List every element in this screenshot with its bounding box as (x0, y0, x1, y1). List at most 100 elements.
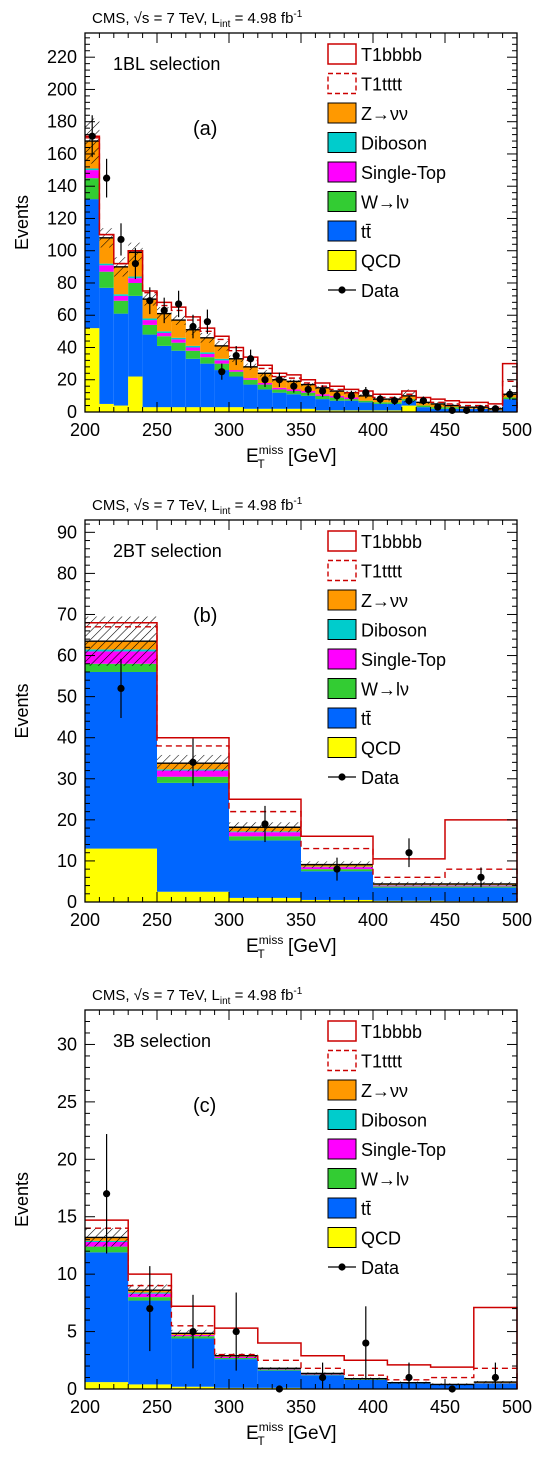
legend-swatch-T1bbbb (327, 530, 357, 552)
stack-bar-ttbar (257, 1370, 301, 1388)
stack-bar-ttbar (445, 887, 517, 902)
stack-bar-ttbar (142, 334, 157, 408)
data-point (391, 397, 399, 405)
uncertainty-band (200, 332, 215, 343)
stack-bar-QCD (301, 899, 373, 902)
legend-label-Data: Data (361, 768, 400, 788)
stack-bar-Wlv (257, 1369, 301, 1371)
legend-swatch-Zvv (327, 102, 357, 124)
stack-bar-QCD (113, 405, 129, 412)
signal-T1bbbb-line (85, 1219, 518, 1389)
y-tick-label: 30 (57, 1034, 77, 1054)
legend-label-Data: Data (361, 1258, 400, 1278)
data-point (491, 405, 499, 413)
legend-label-T1tttt: T1tttt (361, 562, 402, 582)
panel-label: (c) (193, 1095, 216, 1117)
data-point (405, 397, 413, 405)
x-tick-label: 300 (214, 420, 244, 440)
data-point (189, 758, 197, 766)
stack-bar-Wlv (99, 271, 114, 288)
y-tick-label: 20 (57, 370, 77, 390)
data-point (275, 376, 283, 384)
stack-bar-ttbar (243, 384, 258, 409)
legend-label-T1bbbb: T1bbbb (361, 1022, 422, 1042)
uncertainty-band (85, 616, 157, 666)
stack-bar-QCD (344, 410, 359, 412)
data-point (218, 368, 226, 376)
stack-bar-ttbar (286, 394, 301, 409)
data-point (347, 392, 355, 400)
x-tick-label: 400 (358, 420, 388, 440)
stack-bar-SingleTop (229, 370, 244, 372)
stack-bar-QCD (229, 897, 301, 902)
stack-bar-QCD (315, 410, 330, 412)
stack-bar-QCD (99, 403, 114, 412)
data-point (189, 322, 197, 331)
chart-header: CMS, √s = 7 TeV, Lint = 4.98 fb-1 (92, 986, 303, 1007)
y-tick-label: 80 (57, 273, 77, 293)
stack-bar-QCD (387, 410, 402, 412)
legend-label-QCD: QCD (361, 252, 401, 272)
data-point (88, 132, 96, 140)
stack-bar-ttbar (373, 403, 388, 411)
y-tick-label: 60 (57, 305, 77, 325)
data-point (261, 820, 269, 828)
data-point (232, 351, 240, 360)
y-tick-label: 160 (47, 144, 77, 164)
uncertainty-band (214, 341, 229, 351)
stack-bar-Wlv (85, 178, 100, 200)
x-axis-title: Emiss T [GeV] (246, 933, 337, 961)
legend-swatch-Zvv (327, 1079, 357, 1101)
stack-bar-ttbar (157, 345, 172, 408)
x-axis-title: Emiss T [GeV] (246, 1420, 337, 1448)
y-tick-label: 220 (47, 47, 77, 67)
legend-label-T1tttt: T1tttt (361, 75, 402, 95)
signal-T1bbbb-line (85, 621, 518, 902)
data-point (319, 1373, 327, 1382)
data-point (175, 300, 183, 308)
stack-bar-ttbar (502, 399, 517, 412)
y-tick-label: 10 (57, 1264, 77, 1284)
stack-bar-QCD (128, 1384, 172, 1389)
stack-bar-Wlv (142, 324, 157, 335)
data-point (491, 1373, 499, 1382)
legend-swatch-T1tttt (327, 72, 357, 95)
stack-bar-QCD (128, 376, 143, 412)
uncertainty-band (171, 315, 186, 325)
legend-swatch-T1tttt (327, 1049, 357, 1072)
x-tick-label: 400 (358, 1397, 388, 1417)
legend-swatch-Zvv (327, 589, 357, 611)
stack-bar-QCD (171, 407, 186, 412)
legend-label-Wlv: W→lν (361, 193, 409, 213)
data-point (463, 406, 471, 414)
y-tick-label: 70 (57, 604, 77, 624)
y-tick-label: 0 (67, 402, 77, 422)
stack-bar-QCD (272, 408, 287, 412)
y-tick-label: 140 (47, 176, 77, 196)
legend-swatch-Wlv (327, 191, 357, 212)
data-point (434, 403, 442, 411)
data-point (189, 1327, 197, 1336)
y-tick-label: 15 (57, 1207, 77, 1227)
signal-T1bbbb-line (85, 135, 518, 412)
legend-label-T1bbbb: T1bbbb (361, 532, 422, 552)
stack-bar-ttbar (229, 840, 301, 898)
uncertainty-band (113, 257, 129, 277)
stack-bar-SingleTop (171, 339, 186, 343)
stack-bar-QCD (85, 848, 157, 902)
stack-bar-ttbar (113, 313, 129, 406)
y-tick-label: 60 (57, 646, 77, 666)
legend-swatch-QCD (327, 737, 357, 758)
x-axis-title: Emiss T [GeV] (246, 443, 337, 471)
data-point (146, 297, 154, 305)
stack-bar-QCD (329, 410, 345, 412)
stack-bar-Wlv (229, 371, 244, 377)
x-tick-label: 350 (286, 910, 316, 930)
x-tick-label: 500 (502, 1397, 532, 1417)
x-tick-label: 400 (358, 910, 388, 930)
panel-label: (a) (193, 118, 217, 140)
stack-bar-ttbar (315, 399, 330, 411)
y-tick-label: 20 (57, 810, 77, 830)
data-point (261, 376, 269, 384)
